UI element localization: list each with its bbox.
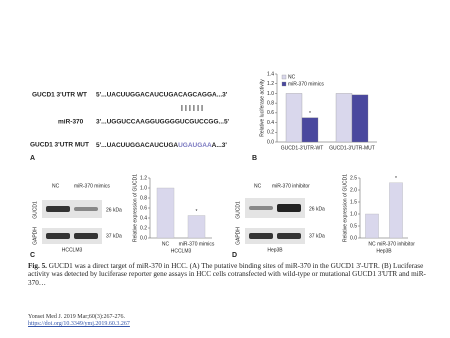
pairing: |||||| (181, 105, 205, 112)
x-axis-label: Hep3B (376, 248, 392, 254)
y-tick-label: 0.5 (350, 223, 357, 229)
bar (365, 213, 379, 239)
caption: Fig. 5. GUCD1 was a direct target of miR… (28, 262, 428, 287)
legend-label: miR-370 mimics (288, 81, 324, 87)
band (277, 204, 301, 212)
seq-mutation: UGAUGAA (178, 142, 212, 149)
bar (351, 94, 369, 143)
band (277, 233, 301, 239)
x-tick-label: NC (368, 241, 376, 247)
sequence: 5'...UACUUGGACAUCUGAUGAUGAAA...3' (96, 142, 227, 149)
footer: Yonsei Med J. 2019 Mar;60(3):267-276. htt… (28, 314, 130, 328)
band (46, 233, 70, 239)
band (74, 207, 98, 211)
y-tick-label: 2.0 (350, 187, 357, 193)
x-axis-label: HCCLM3 (171, 248, 192, 254)
figure: GUCD1 3'UTR WT 5'...UACUUGGACAUCUGACAGCA… (30, 71, 415, 259)
protein-label: GUCD1 (32, 201, 38, 219)
protein-label: GUCD1 (235, 201, 241, 219)
band (249, 206, 273, 210)
y-axis-label: Relative expression of GUCD1 (132, 174, 138, 242)
y-tick-label: 0.6 (267, 110, 274, 116)
x-tick-label: miR-370 mimics (179, 241, 215, 247)
size-label: 26 kDa (106, 207, 122, 213)
size-label: 37 kDa (106, 233, 122, 239)
y-tick-label: 1.5 (350, 199, 357, 205)
size-label: 37 kDa (309, 233, 325, 239)
cell-line: Hep3B (267, 247, 283, 253)
band (74, 233, 98, 239)
y-tick-label: 1.2 (267, 81, 274, 87)
x-tick-label: GUCD1-3'UTR-WT (281, 145, 324, 151)
seq-name: GUCD1 3'UTR MUT (30, 142, 89, 149)
cell-line: HCCLM3 (62, 247, 83, 253)
bar (301, 117, 319, 143)
y-tick-label: 0.2 (140, 225, 147, 231)
y-tick-label: 0.0 (350, 235, 357, 241)
bar (285, 93, 303, 143)
band (46, 206, 70, 212)
seq-name: GUCD1 3'UTR WT (32, 92, 87, 99)
citation: Yonsei Med J. 2019 Mar;60(3):267-276. (28, 314, 126, 320)
lane-label: NC (254, 183, 262, 189)
annotation: * (309, 111, 311, 117)
x-tick-label: GUCD1-3'UTR-MUT (329, 145, 375, 151)
seq-part: 5'...UACUUGGACAUCUGA (96, 142, 178, 149)
y-tick-label: 1.4 (267, 71, 274, 77)
panel-label: A (30, 155, 35, 162)
legend-swatch (281, 74, 287, 80)
x-tick-label: NC (162, 241, 170, 247)
y-axis-label: Relative luciferase activity (259, 79, 265, 137)
y-tick-label: 0.4 (267, 120, 274, 126)
y-tick-label: 0.0 (140, 235, 147, 241)
y-tick-label: 1.0 (350, 211, 357, 217)
caption-label: Fig. 5. (28, 262, 47, 270)
x-tick-label: miR-370 inhibitor (377, 241, 415, 247)
seq-part: A...3' (212, 142, 228, 149)
y-tick-label: 0.8 (267, 100, 274, 106)
panel-label: B (252, 155, 257, 162)
blot (42, 200, 102, 218)
protein-label: GAPDH (235, 227, 241, 245)
size-label: 26 kDa (309, 206, 325, 212)
sequence: 5'...UACUUGGACAUCUGACAGCAGGA...3' (96, 92, 228, 99)
y-tick-label: 1.0 (140, 185, 147, 191)
blot (245, 198, 305, 218)
panel-label: D (232, 252, 237, 259)
blot (42, 228, 102, 244)
lane-label: miR-370 mimics (74, 183, 110, 189)
bar (187, 215, 206, 239)
y-tick-label: 1.0 (267, 91, 274, 97)
lane-label: miR-370 inhibitor (272, 183, 310, 189)
y-axis-label: Relative expression of GUCD1 (342, 174, 348, 242)
lane-label: NC (52, 183, 60, 189)
y-tick-label: 0.0 (267, 139, 274, 145)
blot (245, 228, 305, 244)
caption-text: GUCD1 was a direct target of miR-370 in … (28, 262, 426, 287)
y-tick-label: 0.2 (267, 130, 274, 136)
y-tick-label: 0.8 (140, 195, 147, 201)
legend-label: NC (288, 74, 296, 80)
seq-name: miR-370 (58, 119, 84, 126)
y-tick-label: 0.4 (140, 215, 147, 221)
doi-link[interactable]: https://doi.org/10.3349/ymj.2019.60.3.26… (28, 321, 130, 327)
y-tick-label: 1.2 (140, 175, 147, 181)
annotation: * (395, 176, 397, 182)
y-tick-label: 2.5 (350, 175, 357, 181)
y-tick-label: 0.6 (140, 205, 147, 211)
annotation: * (196, 209, 198, 215)
legend-swatch (281, 81, 287, 87)
bar (389, 182, 403, 239)
bar (156, 187, 175, 239)
bar (335, 93, 353, 143)
panel-label: C (30, 252, 35, 259)
sequence: 3'...UGGUCCAAGGUGGGGUCGUCCGG...5' (96, 119, 230, 126)
protein-label: GAPDH (32, 227, 38, 245)
band (249, 233, 273, 239)
